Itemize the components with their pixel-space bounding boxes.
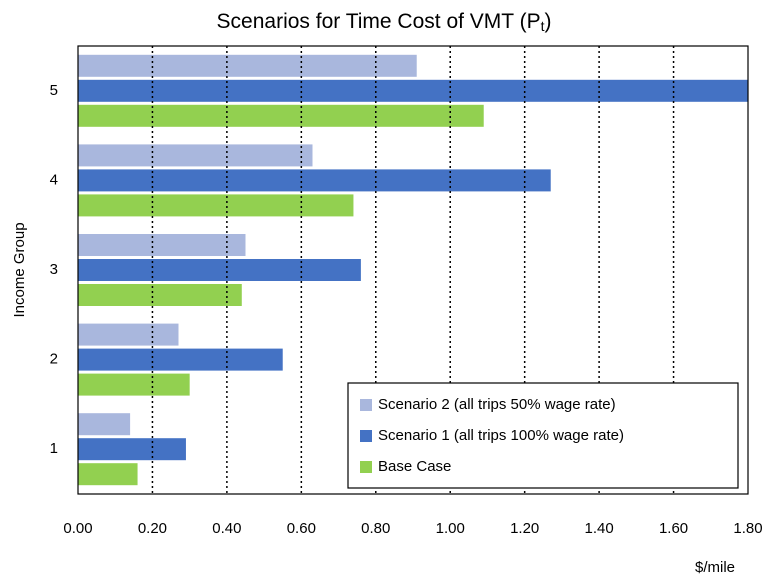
title-subscript: t [541, 18, 545, 34]
y-tick-label: 3 [50, 261, 58, 278]
legend-box [347, 382, 739, 489]
bar [78, 104, 484, 127]
bar [78, 54, 417, 77]
x-tick-label: 1.60 [659, 520, 688, 537]
y-tick-label: 2 [50, 351, 58, 368]
x-tick-label: 1.00 [436, 520, 465, 537]
bar [78, 348, 283, 371]
bar [78, 463, 138, 486]
bar [78, 413, 131, 436]
x-tick-label: 1.80 [733, 520, 762, 537]
bar [78, 438, 186, 461]
legend-swatch [360, 430, 372, 442]
bar [78, 373, 190, 396]
chart-title: Scenarios for Time Cost of VMT (Pt) [217, 10, 552, 34]
y-tick-label: 4 [50, 171, 58, 188]
bar [78, 79, 748, 102]
x-tick-label: 1.40 [585, 520, 614, 537]
bar [78, 194, 354, 217]
legend-swatch [360, 461, 372, 473]
title-main: Scenarios for Time Cost of VMT (P [217, 10, 541, 33]
y-tick-label: 5 [50, 82, 58, 99]
y-axis-label: Income Group [11, 222, 28, 317]
x-tick-label: 0.00 [63, 520, 92, 537]
x-axis-label: $/mile [695, 559, 735, 576]
bar [78, 144, 313, 167]
legend-label: Base Case [378, 458, 451, 475]
bar [78, 259, 361, 281]
x-tick-label: 0.20 [138, 520, 167, 537]
x-tick-label: 0.60 [287, 520, 316, 537]
bar [78, 284, 242, 306]
legend-label: Scenario 2 (all trips 50% wage rate) [378, 396, 616, 413]
x-tick-label: 0.80 [361, 520, 390, 537]
y-tick-label: 1 [50, 440, 58, 457]
bar [78, 169, 551, 192]
x-tick-label: 0.40 [212, 520, 241, 537]
plot-border [77, 45, 749, 495]
bar [78, 323, 179, 346]
legend-label: Scenario 1 (all trips 100% wage rate) [378, 427, 624, 444]
legend-swatch [360, 399, 372, 411]
title-end: ) [544, 10, 551, 33]
bar [78, 234, 246, 256]
x-tick-label: 1.20 [510, 520, 539, 537]
